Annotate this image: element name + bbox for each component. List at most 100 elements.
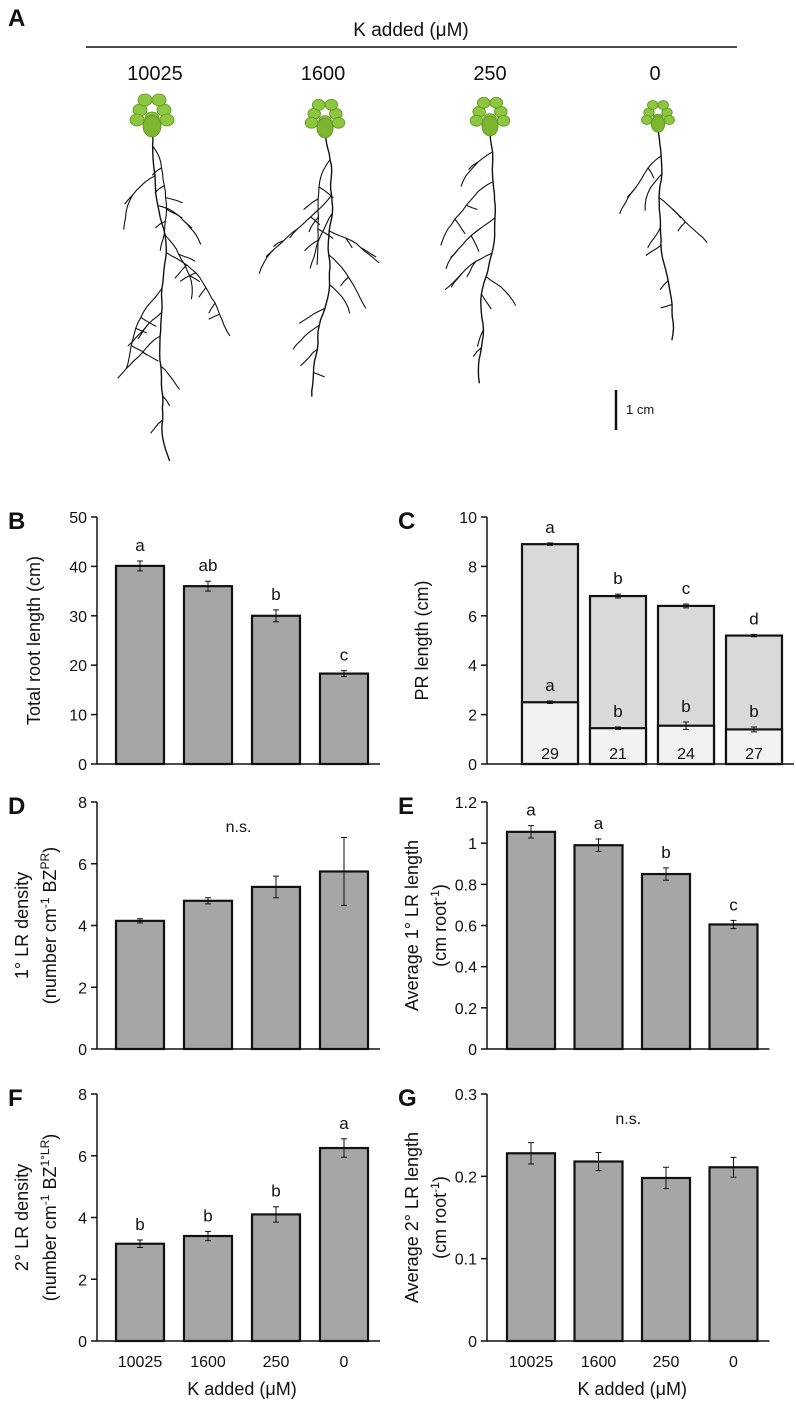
y-axis-label-part: -1 [38,1194,52,1205]
error-bar [547,700,553,704]
root [166,252,231,337]
root [466,204,478,211]
x-axis-label: K added (μM) [187,1379,296,1399]
photo-title: K added (μM) [353,20,469,41]
significance-letter: b [271,1182,280,1201]
root [470,227,481,237]
root [189,275,201,283]
y-tick-label: 0 [78,757,87,774]
leaf [142,114,162,138]
leaf [331,117,346,129]
bar [318,1146,370,1343]
error-bar [730,1156,737,1178]
root [151,167,162,176]
root [659,280,669,290]
root [444,252,493,291]
bar [250,885,302,1051]
y-axis-label: (number cm-1 BZPR) [38,847,60,1004]
y-axis-label-part: ) [430,1176,450,1182]
root [677,221,686,232]
root [182,219,193,229]
error-bar [547,542,553,546]
y-tick-label: 0 [78,1334,87,1351]
bar [708,1166,759,1343]
y-tick-label: 2 [78,980,87,997]
error-bar [730,919,737,930]
bar [640,872,692,1051]
x-tick-label: 10025 [509,1354,554,1371]
leaf [647,100,659,110]
root [150,419,163,434]
root [162,395,171,407]
leaf [641,115,653,125]
root [308,216,319,233]
root [472,347,482,357]
error-bar [595,838,602,852]
root [316,159,331,265]
root [304,239,320,252]
root [619,155,662,215]
root [178,253,196,262]
x-axis-label: K added (μM) [578,1379,687,1399]
y-tick-label: 0.1 [455,1252,477,1269]
y-tick-label: 2 [78,1272,87,1289]
root [174,264,188,279]
significance-letter: d [749,609,758,628]
leaf [481,115,499,137]
root [454,218,466,235]
significance-letter: a [594,814,604,833]
root [154,220,166,229]
y-tick-label: 0 [78,1042,87,1059]
bar [250,614,302,766]
leaf [489,97,504,109]
error-bar [273,1206,279,1223]
bar [505,1152,557,1343]
leaf [650,115,666,133]
error-bar [205,1230,211,1242]
root [647,227,661,249]
leaf [663,115,675,125]
treatment-label: 250 [473,63,506,85]
root [300,348,318,367]
bar-inner-label: 24 [677,746,695,763]
root [154,185,165,194]
seedlings [117,93,708,462]
leaf [324,99,339,111]
root [152,145,168,251]
y-tick-label: 0.4 [455,960,477,977]
error-bar [273,875,279,899]
root [117,335,161,379]
leaf [312,99,326,111]
error-bar [341,670,347,678]
y-tick-label: 4 [468,658,477,675]
y-tick-label: 1 [468,836,477,853]
bar [708,923,759,1051]
y-axis-label-part: 1° LR density [12,872,32,979]
error-bar [751,726,757,733]
significance-letter: c [729,895,738,914]
panel-label: A [8,5,25,32]
root [292,324,320,350]
bar-inner-label: 27 [745,746,763,763]
y-axis-label: 2° LR density [12,1164,32,1271]
error-bar [273,609,279,623]
panel-label: B [8,508,25,535]
bar-inner-label: 21 [609,746,627,763]
treatment-label: 1600 [301,63,346,85]
y-axis-label-part: BZ [40,869,60,897]
error-bar [663,1166,669,1190]
bar [250,1213,302,1343]
y-tick-label: 0 [468,1334,477,1351]
panel-label: D [8,793,25,820]
significance-letter: b [613,569,622,588]
bar [114,564,166,766]
root [445,217,496,269]
bar [724,728,784,766]
error-bar [341,837,347,906]
significance-letter: a [545,676,555,695]
x-tick-label: 10025 [118,1354,163,1371]
error-bar [615,726,621,730]
root [265,248,276,258]
root [313,372,325,378]
y-axis-label-part: (number cm [40,1205,60,1301]
